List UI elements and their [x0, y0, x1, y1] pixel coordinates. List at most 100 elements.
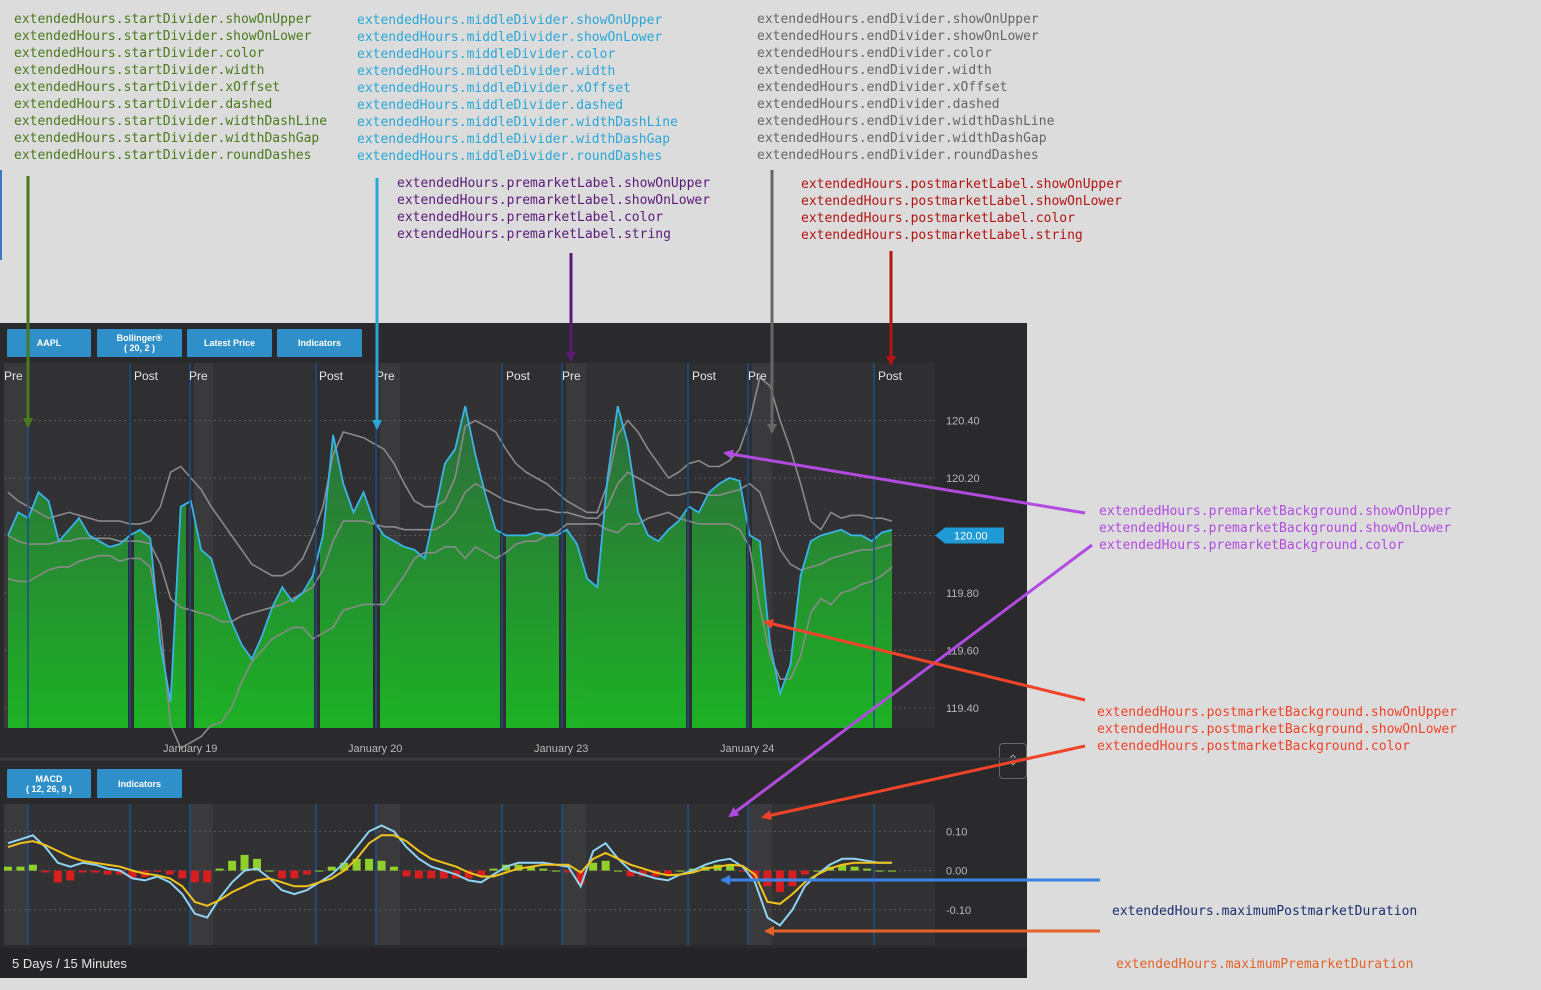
annotation-line: extendedHours.endDivider.xOffset — [757, 80, 1008, 95]
signal-line — [7, 834, 892, 907]
postmarket-background — [317, 804, 375, 945]
annotation-line: extendedHours.endDivider.showOnUpper — [757, 12, 1039, 27]
price-area — [8, 406, 892, 728]
histogram-bar — [352, 858, 361, 871]
annotation-line: extendedHours.postmarketLabel.string — [801, 228, 1083, 243]
annotation-line: extendedHours.premarketBackground.color — [1099, 538, 1405, 553]
annotation-line: extendedHours.middleDivider.xOffset — [357, 81, 631, 96]
annotation-line: extendedHours.middleDivider.width — [357, 64, 616, 79]
end-divider-annotation: extendedHours.endDivider.showOnUpper exte… — [757, 11, 1054, 164]
latest-price-tag — [935, 527, 1004, 544]
histogram-bar — [551, 870, 560, 872]
y-tick-label: 0.00 — [946, 866, 967, 878]
session-gap — [314, 363, 320, 728]
histogram-bar — [489, 868, 498, 871]
histogram-bar — [66, 870, 75, 881]
annotation-line: extendedHours.middleDivider.roundDashes — [357, 149, 663, 164]
histogram-bar — [539, 868, 548, 871]
session-gap — [500, 363, 506, 728]
histogram-bar — [738, 870, 747, 872]
timeframe-label: 5 Days / 15 Minutes — [12, 956, 127, 971]
histogram-bar — [153, 870, 162, 872]
histogram-bar — [427, 870, 436, 879]
postmarket-label: Post — [134, 369, 159, 383]
histogram-bar — [800, 870, 809, 875]
annotation-line: extendedHours.startDivider.xOffset — [14, 80, 281, 95]
annotation-line: extendedHours.postmarketBackground.showO… — [1097, 705, 1458, 720]
premarket-label: Pre — [748, 369, 767, 383]
annotation-line: extendedHours.middleDivider.widthDashLin… — [357, 115, 678, 130]
bollinger-button[interactable]: Bollinger® ( 20, 2 ) — [97, 329, 182, 357]
annotation-line: extendedHours.premarketLabel.string — [397, 227, 671, 242]
indicators-button-lower[interactable]: Indicators — [97, 769, 182, 798]
histogram-bar — [78, 870, 87, 873]
annotation-line: extendedHours.middleDivider.showOnLower — [357, 30, 663, 45]
histogram-bar — [377, 860, 386, 871]
annotation-line: extendedHours.postmarketLabel.showOnLowe… — [801, 194, 1122, 209]
premarket-label-annotation: extendedHours.premarketLabel.showOnUpper… — [397, 175, 710, 243]
histogram-bar — [414, 870, 423, 879]
premarket-label: Pre — [562, 369, 581, 383]
annotation-line: extendedHours.middleDivider.color — [357, 47, 616, 62]
histogram-bar — [576, 870, 585, 885]
annotation-line: extendedHours.premarketLabel.showOnLower — [397, 193, 711, 208]
histogram-bar — [203, 870, 212, 883]
postmarket-label: Post — [692, 369, 717, 383]
bollinger-band-line — [7, 375, 893, 577]
histogram-bar — [464, 870, 473, 879]
histogram-bar — [838, 864, 847, 871]
max-postmarket-annotation: extendedHours.maximumPostmarketDuration — [1112, 869, 1417, 937]
histogram-bar — [389, 866, 398, 871]
symbol-button[interactable]: AAPL — [7, 329, 91, 357]
annotation-line: extendedHours.middleDivider.widthDashGap — [357, 132, 671, 147]
histogram-bar — [41, 870, 50, 873]
indicators-button-upper[interactable]: Indicators — [277, 329, 362, 357]
histogram-bar — [888, 870, 896, 872]
annotation-line: extendedHours.endDivider.showOnLower — [757, 29, 1039, 44]
premarket-background — [4, 804, 28, 945]
premarket-background-annotation: extendedHours.premarketBackground.showOn… — [1099, 503, 1451, 554]
annotation-line: extendedHours.premarketBackground.showOn… — [1099, 521, 1452, 536]
histogram-bar — [365, 858, 374, 871]
histogram-bar — [103, 870, 112, 875]
annotation-line: extendedHours.endDivider.widthDashGap — [757, 131, 1047, 146]
annotation-line: extendedHours.middleDivider.dashed — [357, 98, 624, 113]
histogram-bar — [315, 870, 324, 872]
y-tick-label: 119.40 — [946, 703, 979, 715]
histogram-bar — [277, 870, 286, 879]
annotation-line: extendedHours.startDivider.showOnUpper — [14, 12, 312, 27]
x-tick-label: January 20 — [348, 743, 402, 755]
postmarket-background-annotation: extendedHours.postmarketBackground.showO… — [1097, 704, 1457, 755]
annotation-line: extendedHours.postmarketBackground.showO… — [1097, 722, 1458, 737]
histogram-bar — [663, 870, 672, 876]
y-tick-label: 119.80 — [946, 588, 979, 600]
left-edge-marker — [0, 170, 2, 260]
annotation-line: extendedHours.startDivider.width — [14, 63, 265, 78]
annotation-line: extendedHours.premarketLabel.color — [397, 210, 664, 225]
status-footer: 5 Days / 15 Minutes — [0, 948, 1027, 978]
histogram-bar — [4, 866, 12, 871]
histogram-bar — [340, 862, 349, 871]
y-tick-label: 120.20 — [946, 473, 980, 485]
premarket-label: Pre — [189, 369, 208, 383]
histogram-bar — [726, 864, 735, 871]
latest-price-button[interactable]: Latest Price — [187, 329, 272, 357]
histogram-bar — [165, 870, 174, 875]
x-tick-label: January 19 — [163, 743, 217, 755]
annotation-line: extendedHours.startDivider.dashed — [14, 97, 273, 112]
y-tick-label: 119.60 — [946, 645, 979, 657]
annotation-line: extendedHours.endDivider.widthDashLine — [757, 114, 1055, 129]
annotation-line: extendedHours.postmarketBackground.color — [1097, 739, 1411, 754]
start-divider-annotation: extendedHours.startDivider.showOnUpper ex… — [14, 11, 327, 164]
macd-button[interactable]: MACD ( 12, 26, 9 ) — [7, 769, 91, 798]
premarket-label: Pre — [376, 369, 395, 383]
histogram-bar — [402, 870, 411, 877]
annotation-line: extendedHours.endDivider.dashed — [757, 97, 1000, 112]
histogram-bar — [53, 870, 62, 883]
histogram-bar — [215, 868, 224, 871]
middle-divider-annotation: extendedHours.middleDivider.showOnUpper e… — [357, 12, 678, 165]
session-gap — [686, 363, 692, 728]
histogram-bar — [228, 860, 237, 871]
annotation-line: extendedHours.postmarketLabel.showOnUppe… — [801, 177, 1122, 192]
